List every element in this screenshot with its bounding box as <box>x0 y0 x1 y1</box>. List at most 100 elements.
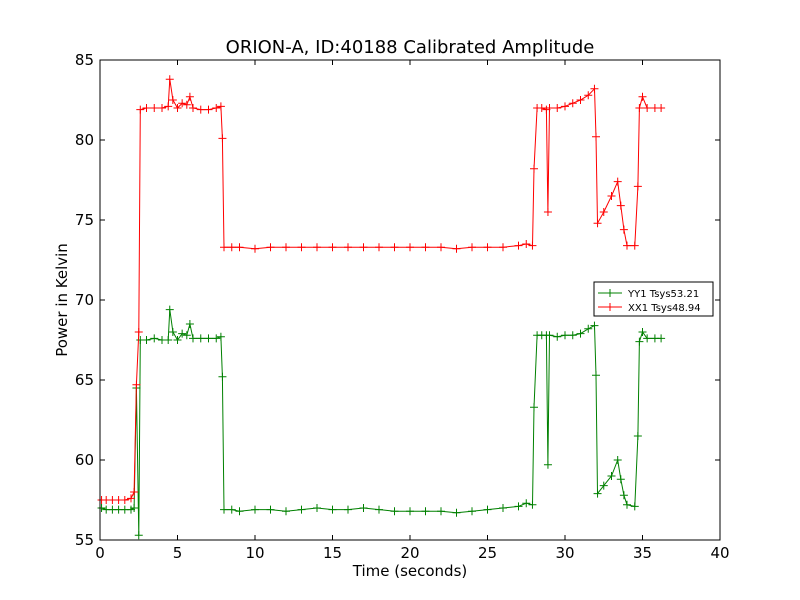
data-point-marker <box>150 104 159 112</box>
data-point-marker <box>643 104 652 112</box>
data-point-marker <box>282 243 290 252</box>
y-tick-label: 65 <box>75 371 94 389</box>
x-tick-label: 40 <box>710 544 729 562</box>
data-point-marker <box>561 102 569 111</box>
data-point-marker <box>545 104 554 112</box>
data-point-marker <box>421 507 430 516</box>
data-point-marker <box>328 505 337 514</box>
data-point-marker <box>150 334 159 343</box>
data-point-marker <box>623 500 631 509</box>
data-point-marker <box>164 102 173 111</box>
data-point-marker <box>584 324 593 333</box>
data-point-marker <box>537 104 546 112</box>
data-point-marker <box>220 505 228 514</box>
data-point-marker <box>182 100 191 109</box>
data-point-marker <box>619 491 628 500</box>
data-point-marker <box>218 134 227 143</box>
data-point-marker <box>282 507 290 516</box>
data-point-marker <box>134 328 143 336</box>
data-point-marker <box>499 504 507 512</box>
data-point-marker <box>130 488 139 496</box>
legend-item: XX1 Tsys48.94 <box>598 303 701 314</box>
data-point-marker <box>528 241 537 250</box>
data-point-marker <box>168 328 177 336</box>
data-point-marker <box>584 91 593 100</box>
data-point-marker <box>196 334 205 343</box>
data-point-marker <box>635 104 644 112</box>
data-point-marker <box>592 371 600 380</box>
data-point-marker <box>212 104 221 112</box>
data-point-marker <box>158 104 166 112</box>
data-point-marker <box>220 243 228 252</box>
data-point-marker <box>530 403 538 412</box>
data-point-marker <box>227 243 236 252</box>
data-point-marker <box>406 243 414 252</box>
data-point-marker <box>528 500 537 509</box>
data-point-marker <box>313 504 321 512</box>
data-point-marker <box>638 328 647 336</box>
data-point-marker <box>235 507 244 516</box>
y-tick-label: 60 <box>75 451 94 469</box>
series-layer <box>97 75 666 540</box>
data-point-marker <box>499 243 507 252</box>
x-tick-label: 30 <box>555 544 574 562</box>
data-point-marker <box>599 481 608 490</box>
data-point-marker <box>251 505 259 514</box>
data-point-marker <box>212 334 221 343</box>
data-point-marker <box>452 244 461 253</box>
data-point-marker <box>173 104 182 112</box>
data-point-marker <box>142 336 151 344</box>
data-point-marker <box>251 244 259 253</box>
data-point-marker <box>633 432 642 440</box>
legend-items: YY1 Tsys53.21 XX1 Tsys48.94 <box>598 289 701 314</box>
data-point-marker <box>530 164 538 173</box>
data-point-marker <box>227 505 236 514</box>
data-point-marker <box>483 243 492 252</box>
data-point-marker <box>266 243 275 252</box>
data-point-marker <box>344 505 352 514</box>
data-point-marker <box>344 243 352 252</box>
legend-label: XX1 Tsys48.94 <box>628 303 701 314</box>
data-point-marker <box>593 489 602 498</box>
x-axis-label: Time (seconds) <box>352 562 468 580</box>
data-point-marker <box>130 504 139 512</box>
data-point-marker <box>590 321 599 330</box>
data-point-marker <box>522 240 531 248</box>
data-point-marker <box>568 331 577 340</box>
data-point-marker <box>643 334 652 343</box>
legend-marker <box>606 303 614 311</box>
legend-item: YY1 Tsys53.21 <box>598 289 699 300</box>
data-point-marker <box>165 75 174 84</box>
y-tick-label: 85 <box>75 51 94 69</box>
data-point-marker <box>616 475 625 484</box>
data-point-marker <box>328 243 337 252</box>
data-point-marker <box>619 225 628 234</box>
data-point-marker <box>638 92 647 101</box>
data-point-marker <box>165 305 174 314</box>
data-point-marker <box>375 243 383 252</box>
data-point-marker <box>390 243 399 252</box>
data-point-marker <box>599 208 608 216</box>
data-point-marker <box>613 177 622 186</box>
data-point-marker <box>613 456 622 464</box>
data-point-marker <box>545 331 554 340</box>
data-point-marker <box>127 494 135 503</box>
data-point-marker <box>514 502 523 511</box>
data-point-marker <box>97 504 106 512</box>
chart-title: ORION-A, ID:40188 Calibrated Amplitude <box>226 37 595 58</box>
data-point-marker <box>182 331 191 340</box>
y-tick-label: 70 <box>75 291 94 309</box>
data-point-marker <box>522 499 531 508</box>
y-axis-label: Power in Kelvin <box>53 243 71 357</box>
data-point-marker <box>421 243 430 252</box>
legend-marker <box>606 289 614 297</box>
data-point-marker <box>359 243 368 252</box>
data-point-marker <box>468 507 476 516</box>
data-point-marker <box>452 508 461 517</box>
data-point-marker <box>218 372 227 381</box>
data-point-marker <box>553 104 562 112</box>
data-point-marker <box>134 531 143 540</box>
data-point-marker <box>437 507 445 516</box>
data-point-marker <box>406 507 414 516</box>
x-tick-label: 15 <box>323 544 342 562</box>
